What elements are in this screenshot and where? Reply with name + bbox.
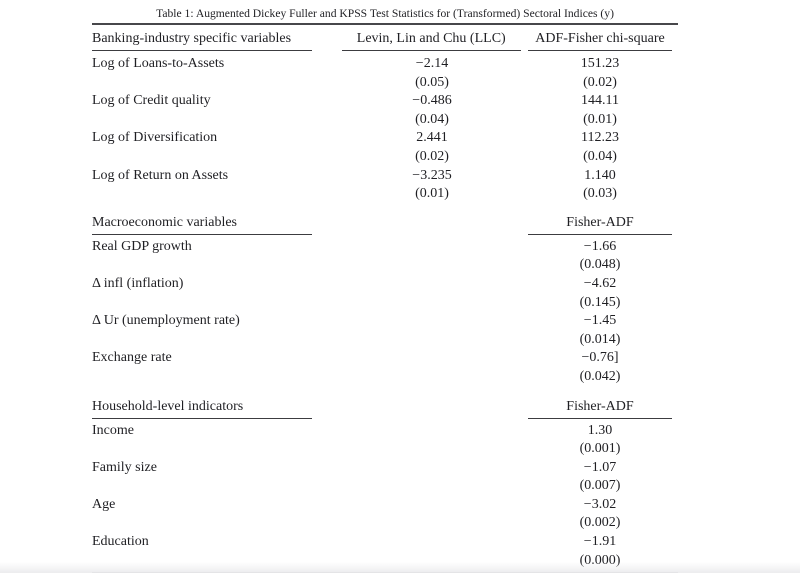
table-row: Age −3.02 (0.002)	[92, 496, 678, 533]
table-row: Log of Return on Assets −3.235 (0.01) 1.…	[92, 167, 678, 204]
adf-cell: 151.23 (0.02)	[522, 55, 678, 92]
section-title: Macroeconomic variables	[92, 214, 312, 235]
table-row: Δ infl (inflation) −4.62 (0.145)	[92, 275, 678, 312]
adf-statistic: 151.23	[580, 56, 620, 71]
table-row: Log of Credit quality −0.486 (0.04) 144.…	[92, 92, 678, 129]
adf-statistic: −1.91	[583, 534, 617, 550]
column-header-adf: ADF-Fisher chi-square	[528, 30, 672, 51]
llc-cell: −3.235 (0.01)	[342, 167, 522, 204]
column-header-empty	[342, 416, 521, 419]
adf-cell: −4.62 (0.145)	[522, 275, 678, 312]
table-row: Family size −1.07 (0.007)	[92, 459, 678, 496]
variable-label: Real GDP growth	[92, 238, 192, 254]
section-title: Banking-industry specific variables	[92, 30, 312, 51]
adf-statistic: −1.66	[583, 238, 617, 254]
variable-label: Income	[92, 422, 134, 438]
variable-label: Log of Loans-to-Assets	[92, 56, 225, 71]
llc-pvalue: (0.01)	[415, 186, 449, 202]
variable-label: Age	[92, 496, 116, 512]
column-header-fisher-adf: Fisher-ADF	[528, 398, 672, 419]
variable-label: Family size	[92, 459, 157, 475]
llc-cell: −0.486 (0.04)	[342, 92, 522, 129]
variable-label: Log of Credit quality	[92, 93, 211, 109]
section-rows-macro: Real GDP growth −1.66 (0.048) Δ infl (in…	[92, 235, 678, 389]
adf-pvalue: (0.048)	[579, 257, 621, 273]
column-header-llc: Levin, Lin and Chu (LLC)	[342, 30, 521, 51]
llc-statistic: 2.441	[416, 130, 448, 146]
table-caption: Table 1: Augmented Dickey Fuller and KPS…	[156, 7, 614, 20]
section-rows-banking: Log of Loans-to-Assets −2.14 (0.05) 151.…	[92, 51, 678, 205]
llc-pvalue: (0.04)	[415, 111, 449, 127]
adf-pvalue: (0.02)	[583, 74, 617, 90]
column-header-fisher-adf: Fisher-ADF	[528, 214, 672, 235]
adf-statistic: −0.76]	[581, 350, 619, 366]
adf-pvalue: (0.014)	[579, 331, 621, 347]
adf-statistic: −4.62	[583, 275, 617, 291]
variable-label: Δ infl (inflation)	[92, 275, 184, 291]
section-header-macro: Macroeconomic variables Fisher-ADF	[92, 211, 678, 235]
adf-cell: 112.23 (0.04)	[522, 129, 678, 166]
adf-cell: −3.02 (0.002)	[522, 496, 678, 533]
adf-cell: 1.30 (0.001)	[522, 422, 678, 459]
llc-statistic: −2.14	[415, 56, 449, 71]
section-header-banking: Banking-industry specific variables Levi…	[92, 25, 678, 51]
variable-label: Δ Ur (unemployment rate)	[92, 313, 240, 329]
table-row: Log of Diversification 2.441 (0.02) 112.…	[92, 129, 678, 166]
llc-cell	[342, 459, 522, 496]
adf-statistic: −3.02	[583, 496, 617, 512]
adf-statistic: 112.23	[581, 130, 619, 146]
llc-pvalue: (0.05)	[415, 74, 449, 90]
variable-label: Exchange rate	[92, 350, 172, 366]
adf-cell: 144.11 (0.01)	[522, 92, 678, 129]
table-row: Real GDP growth −1.66 (0.048)	[92, 238, 678, 275]
section-title: Household-level indicators	[92, 398, 312, 419]
llc-cell: −2.14 (0.05)	[342, 55, 522, 92]
adf-pvalue: (0.007)	[579, 478, 621, 494]
section-header-household: Household-level indicators Fisher-ADF	[92, 395, 678, 419]
adf-pvalue: (0.03)	[583, 186, 617, 202]
adf-statistic: −1.45	[583, 313, 617, 329]
llc-cell	[342, 496, 522, 533]
adf-cell: −1.45 (0.014)	[522, 312, 678, 349]
page-bottom-edge	[0, 562, 800, 573]
llc-pvalue: (0.02)	[415, 148, 449, 164]
adf-cell: −1.07 (0.007)	[522, 459, 678, 496]
llc-cell	[342, 349, 522, 386]
adf-pvalue: (0.002)	[579, 515, 621, 531]
table-row: Exchange rate −0.76] (0.042)	[92, 349, 678, 386]
llc-cell	[342, 275, 522, 312]
adf-cell: −0.76] (0.042)	[522, 349, 678, 386]
llc-cell	[342, 238, 522, 275]
adf-pvalue: (0.145)	[579, 294, 621, 310]
adf-statistic: 1.140	[584, 167, 616, 183]
llc-cell	[342, 422, 522, 459]
section-rows-household: Income 1.30 (0.001) Family size −1.07 (0…	[92, 419, 678, 573]
stats-table: Banking-industry specific variables Levi…	[92, 23, 678, 573]
adf-cell: 1.140 (0.03)	[522, 167, 678, 204]
adf-statistic: 1.30	[587, 422, 613, 438]
variable-label: Log of Diversification	[92, 130, 218, 146]
variable-label: Education	[92, 534, 149, 550]
llc-statistic: −0.486	[412, 93, 452, 109]
table-row: Income 1.30 (0.001)	[92, 422, 678, 459]
adf-pvalue: (0.01)	[583, 111, 617, 127]
adf-pvalue: (0.04)	[583, 148, 617, 164]
adf-statistic: 144.11	[581, 93, 619, 109]
llc-cell: 2.441 (0.02)	[342, 129, 522, 166]
llc-cell	[342, 312, 522, 349]
variable-label: Log of Return on Assets	[92, 167, 229, 183]
llc-statistic: −3.235	[412, 167, 452, 183]
adf-pvalue: (0.042)	[579, 368, 621, 384]
adf-cell: −1.66 (0.048)	[522, 238, 678, 275]
table-row: Δ Ur (unemployment rate) −1.45 (0.014)	[92, 312, 678, 349]
table-row: Log of Loans-to-Assets −2.14 (0.05) 151.…	[92, 55, 678, 92]
adf-pvalue: (0.001)	[579, 441, 621, 457]
adf-statistic: −1.07	[583, 459, 617, 475]
column-header-empty	[342, 232, 521, 235]
